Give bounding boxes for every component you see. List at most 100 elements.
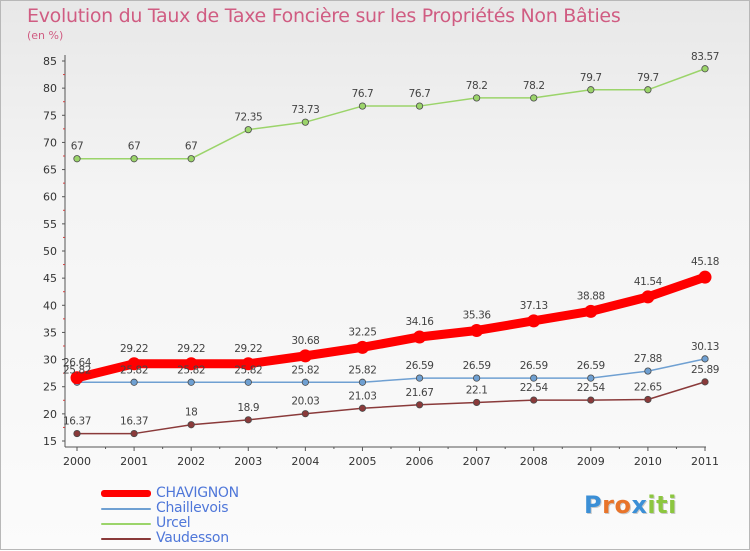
series-layer [70,65,712,438]
data-point-urcel [187,155,195,163]
data-label-chaillevois: 26.59 [406,360,434,372]
data-point-chaillevois [473,374,481,382]
data-point-vaudesson [530,396,538,404]
data-point-chaillevois [244,378,252,386]
data-label-urcel: 67 [71,141,84,153]
y-tick-label: 70 [43,136,57,149]
y-tick-label: 40 [43,299,57,312]
data-label-chavignon: 37.13 [520,300,548,312]
legend-label-urcel: Urcel [156,515,191,531]
legend-swatch-vaudesson [101,537,151,540]
x-tick-label: 2007 [463,455,491,468]
y-tick-label: 15 [43,435,57,448]
y-tick-label: 45 [43,272,57,285]
legend-swatch-chavignon [101,490,151,497]
data-label-chavignon: 35.36 [463,309,492,321]
data-point-chaillevois [530,374,538,382]
data-point-chavignon [70,371,84,385]
legend: CHAVIGNON Chaillevois Urcel Vaudesson [101,486,239,546]
data-point-chavignon [184,357,198,371]
legend-item-vaudesson: Vaudesson [101,531,239,546]
x-tick-label: 2003 [234,455,262,468]
legend-swatch-chaillevois [101,507,151,510]
proxiti-logo: Proxiti [584,491,677,519]
data-label-vaudesson: 22.1 [466,384,488,396]
legend-swatch-urcel [101,522,151,525]
data-point-urcel [644,86,652,94]
data-labels-layer: 25.82 25.82 25.82 25.82 25.82 25.82 26.59 26.59… [63,51,719,428]
logo-letter: i [668,491,677,519]
x-tick-label: 2010 [634,455,662,468]
data-label-chaillevois: 26.59 [520,360,548,372]
y-tick-label: 75 [43,109,57,122]
data-point-urcel [415,102,424,110]
data-point-chavignon [355,340,369,354]
x-tick-label: 2000 [63,455,91,468]
data-point-vaudesson [73,429,81,438]
data-label-chavignon: 29.22 [234,343,262,355]
data-label-chaillevois: 25.82 [63,364,91,376]
data-label-urcel: 79.7 [580,72,602,84]
data-label-chaillevois: 25.82 [177,364,205,376]
legend-label-chavignon: CHAVIGNON [156,485,239,501]
data-label-chavignon: 41.54 [634,276,663,288]
data-point-vaudesson [701,378,709,386]
data-label-urcel: 83.57 [691,51,719,63]
legend-item-urcel: Urcel [101,516,239,531]
x-tick-label: 2002 [177,455,205,468]
data-point-chavignon [413,330,427,344]
series-line-chavignon [72,272,710,383]
data-label-chaillevois: 26.59 [463,360,491,372]
x-tick-label: 2001 [120,455,148,468]
data-point-chavignon [698,270,712,284]
x-tick-label: 2005 [348,455,376,468]
data-label-urcel: 67 [185,141,198,153]
data-label-chaillevois: 27.88 [634,353,662,365]
logo-letter: r [602,491,615,519]
data-point-urcel [358,102,367,110]
y-axis-unit-label: (en %) [27,29,64,42]
data-point-chaillevois [415,374,424,382]
y-tick-label: 55 [43,218,57,231]
data-point-vaudesson [644,395,652,404]
data-label-vaudesson: 16.37 [63,416,91,428]
data-label-urcel: 76.7 [352,88,374,100]
data-point-chaillevois [130,378,138,386]
data-point-vaudesson [244,416,252,424]
logo-letter: x [631,491,648,519]
y-tick-label: 35 [43,326,57,339]
legend-label-vaudesson: Vaudesson [156,530,229,546]
x-tick-label: 2008 [520,455,548,468]
data-label-chavignon: 29.22 [120,343,148,355]
series-line-chaillevois [76,358,706,384]
legend-item-chaillevois: Chaillevois [101,501,239,516]
data-point-chavignon [127,357,141,371]
data-point-chaillevois [358,378,367,386]
data-point-vaudesson [187,421,195,429]
data-label-vaudesson: 21.03 [348,390,376,402]
y-tick-label: 25 [43,381,57,394]
data-label-chavignon: 38.88 [577,290,605,302]
x-tick-label: 2006 [406,455,434,468]
data-label-chaillevois: 26.59 [577,360,605,372]
data-label-vaudesson: 21.67 [406,387,434,399]
data-point-urcel [244,126,252,134]
data-label-vaudesson: 22.54 [577,382,606,394]
data-label-chaillevois: 25.82 [120,364,148,376]
data-label-chavignon: 29.22 [177,343,205,355]
data-point-vaudesson [415,401,424,409]
logo-letter: o [614,491,632,519]
data-point-chavignon [241,357,255,371]
data-label-vaudesson: 16.37 [120,416,148,428]
data-label-chavignon: 26.64 [63,357,92,369]
data-point-chavignon [470,323,484,337]
data-label-urcel: 76.7 [409,88,431,100]
data-label-vaudesson: 20.03 [291,396,319,408]
data-label-chavignon: 32.25 [348,326,376,338]
data-point-chavignon [584,304,598,318]
data-label-chavignon: 30.68 [291,335,319,347]
data-point-vaudesson [473,398,481,407]
data-label-urcel: 78.2 [523,80,545,92]
legend-label-chaillevois: Chaillevois [156,500,229,516]
